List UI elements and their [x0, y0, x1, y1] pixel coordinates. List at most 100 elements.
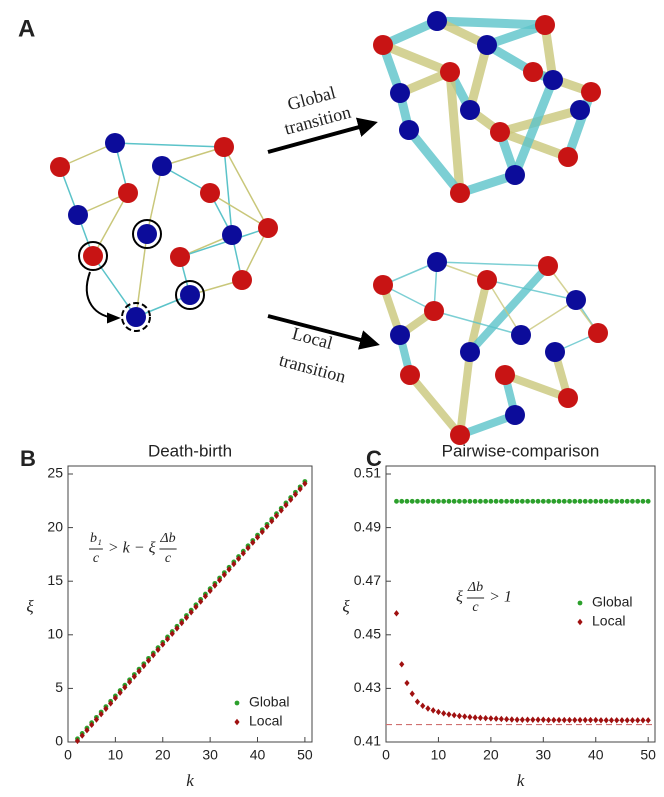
network-node — [535, 15, 555, 35]
point — [150, 651, 156, 659]
point — [441, 710, 447, 717]
point — [84, 727, 90, 734]
point — [556, 498, 562, 504]
point — [540, 716, 546, 723]
point — [430, 707, 436, 714]
y-tick-label: 0.41 — [354, 733, 381, 749]
network-node — [523, 62, 543, 82]
point — [288, 496, 294, 503]
x-tick-label: 10 — [431, 747, 447, 763]
point — [436, 498, 441, 504]
network-node — [505, 405, 525, 425]
network-node — [427, 11, 447, 31]
network-node — [50, 157, 70, 177]
annotation: Δb — [159, 531, 175, 546]
network-edge — [510, 75, 558, 180]
y-tick-label: 25 — [47, 465, 63, 481]
point — [609, 498, 614, 504]
network-node — [152, 156, 172, 176]
network-edge — [495, 127, 573, 162]
point — [108, 700, 114, 707]
point — [598, 717, 604, 724]
x-tick-label: 30 — [202, 747, 218, 763]
network-edge — [406, 371, 464, 439]
network-node — [390, 83, 410, 103]
annotation: ξ — [456, 589, 463, 606]
chart-title: Pairwise-comparison — [442, 441, 600, 460]
network-node — [83, 246, 103, 266]
point — [183, 614, 190, 621]
x-tick-label: 40 — [250, 747, 266, 763]
y-tick-label: 10 — [47, 626, 63, 642]
point — [519, 716, 525, 723]
point — [409, 690, 415, 697]
point — [394, 498, 399, 504]
network-node — [538, 256, 558, 276]
panel-label: C — [366, 446, 382, 471]
point — [504, 498, 510, 504]
point — [488, 498, 494, 504]
point — [566, 716, 573, 724]
network-edge — [223, 146, 269, 229]
point — [493, 715, 499, 722]
legend-marker — [577, 600, 583, 606]
point — [514, 498, 520, 504]
network-edge — [223, 146, 233, 236]
point — [122, 684, 128, 691]
point — [598, 498, 604, 504]
point — [645, 717, 651, 724]
point — [551, 498, 557, 504]
network-edge — [209, 192, 269, 229]
network-edge — [404, 125, 465, 198]
point — [141, 662, 147, 670]
point — [456, 712, 463, 720]
x-tick-label: 0 — [382, 747, 390, 763]
point — [409, 498, 415, 504]
point — [302, 480, 308, 487]
point — [93, 716, 100, 723]
network-node — [427, 252, 447, 272]
point — [561, 716, 567, 724]
point — [155, 646, 161, 654]
network-node — [373, 35, 393, 55]
point — [451, 498, 457, 504]
network-node — [511, 325, 531, 345]
point — [278, 507, 284, 514]
network-node — [400, 365, 420, 385]
point — [415, 498, 420, 504]
point — [231, 560, 237, 568]
charts: B Death-birth k ξ 0 5 10 15 20 25 0 10 20 30 40 50 Globa… — [20, 441, 656, 789]
point — [467, 713, 473, 721]
point — [509, 498, 515, 504]
point — [273, 512, 280, 520]
point — [250, 539, 256, 546]
point — [630, 498, 635, 504]
network-node — [581, 82, 601, 102]
point — [582, 716, 588, 724]
point — [169, 630, 175, 637]
point — [624, 498, 630, 504]
point — [420, 702, 426, 710]
x-tick-label: 30 — [536, 747, 552, 763]
point — [472, 498, 478, 504]
point — [603, 717, 609, 724]
x-axis-label: k — [186, 771, 194, 790]
point — [264, 523, 270, 530]
arrow — [267, 117, 378, 154]
point — [608, 717, 615, 724]
annotation: c — [93, 551, 100, 566]
x-tick-label: 50 — [297, 747, 313, 763]
point — [514, 716, 520, 723]
network-node — [214, 137, 234, 157]
plot-frame — [385, 465, 656, 743]
point — [446, 498, 452, 504]
network-edge — [436, 261, 549, 267]
point — [451, 712, 457, 719]
point — [577, 498, 583, 504]
point — [530, 498, 536, 504]
point — [525, 498, 530, 504]
point — [556, 716, 562, 724]
point — [519, 498, 525, 504]
network-node — [477, 35, 497, 55]
point — [283, 501, 289, 509]
